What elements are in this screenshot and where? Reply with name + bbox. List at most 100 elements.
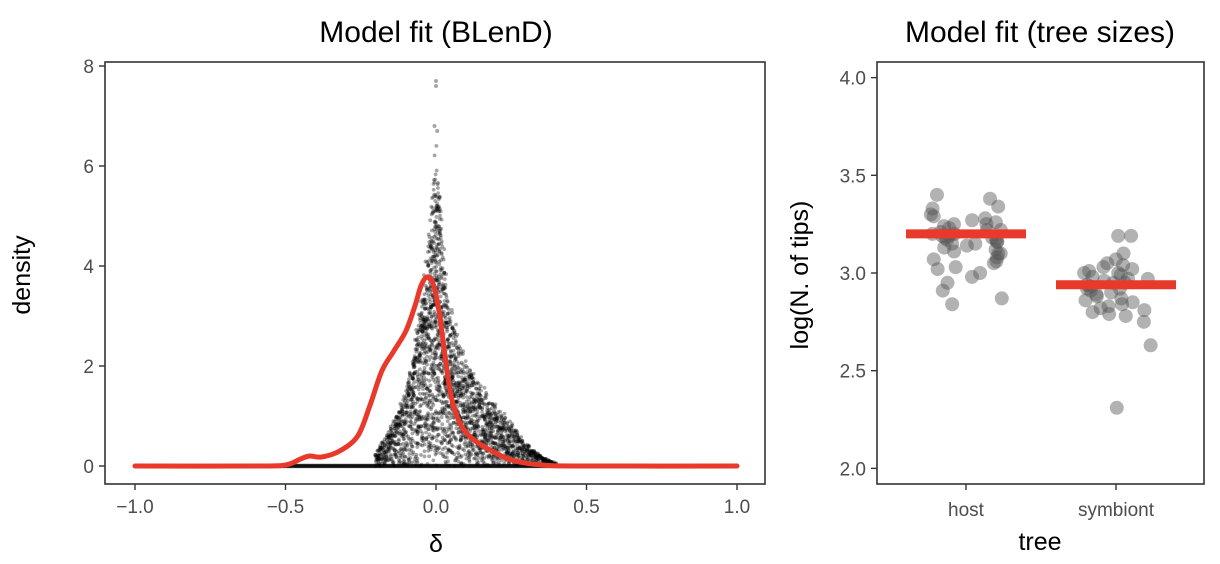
blend-fit-point xyxy=(395,422,400,427)
blend-fit-point xyxy=(477,401,482,406)
blend-fit-point xyxy=(408,411,413,416)
blend-fit-point xyxy=(440,287,445,292)
blend-fit-point xyxy=(418,396,423,401)
blend-fit-point xyxy=(528,453,533,458)
blend-fit-point xyxy=(507,451,512,456)
blend-fit-point xyxy=(425,323,430,327)
blend-fit-point xyxy=(466,372,470,376)
blend-fit-point xyxy=(422,302,426,307)
blend-fit-point xyxy=(480,454,485,459)
blend-fit-point xyxy=(455,391,459,396)
blend-fit-point xyxy=(397,423,402,428)
blend-fit-point xyxy=(451,420,456,425)
blend-fit-point xyxy=(429,424,433,429)
blend-fit-point xyxy=(439,217,444,222)
blend-fit-point xyxy=(451,378,456,383)
blend-fit-point xyxy=(421,436,425,441)
blend-fit-point xyxy=(438,246,442,251)
blend-fit-point xyxy=(421,326,426,331)
blend-fit-point xyxy=(429,325,434,330)
blend-fit-point xyxy=(501,442,506,447)
blend-fit-point xyxy=(540,456,544,461)
blend-fit-point xyxy=(425,362,429,367)
blend-fit-point xyxy=(452,352,457,357)
blend-fit-point xyxy=(395,417,400,422)
blend-fit-point xyxy=(450,341,454,345)
blend-fit-point xyxy=(460,404,465,409)
blend-fit-point xyxy=(456,350,461,355)
blend-fit-point xyxy=(388,440,393,445)
blend-fit-point xyxy=(402,401,407,406)
blend-fit-point xyxy=(476,387,481,392)
blend-fit-point xyxy=(490,458,495,463)
blend-fit-point xyxy=(386,433,391,437)
blend-fit-point xyxy=(430,375,435,379)
blend-fit-point xyxy=(427,297,432,301)
blend-fit-point xyxy=(431,187,436,192)
blend-fit-point xyxy=(415,400,420,404)
tree-size-point-host xyxy=(945,297,960,312)
blend-fit-point xyxy=(520,452,525,456)
blend-fit-point xyxy=(496,425,501,429)
blend-fit-point xyxy=(446,447,451,452)
blend-fit-point xyxy=(520,451,525,455)
blend-fit-point xyxy=(448,359,453,364)
blend-fit-point xyxy=(441,286,446,290)
blend-fit-point xyxy=(410,376,415,381)
blend-fit-point xyxy=(437,229,442,233)
blend-fit-point xyxy=(443,459,448,464)
blend-fit-point xyxy=(424,331,429,336)
blend-fit-point xyxy=(505,436,510,441)
blend-fit-point xyxy=(480,413,485,418)
blend-fit-point xyxy=(400,432,405,437)
blend-fit-point xyxy=(397,423,402,427)
tree-size-point-host xyxy=(964,269,979,284)
blend-fit-point xyxy=(503,446,508,451)
blend-fit-point xyxy=(504,433,509,437)
blend-fit-point xyxy=(426,232,431,237)
blend-fit-point xyxy=(484,439,489,444)
blend-fit-point xyxy=(425,401,430,405)
blend-fit-point xyxy=(516,439,520,444)
blend-fit-point xyxy=(426,286,430,291)
blend-fit-point xyxy=(418,327,423,332)
blend-fit-point xyxy=(453,391,458,396)
tree-size-x-axis: host symbiont xyxy=(948,484,1155,521)
blend-fit-point xyxy=(432,324,437,329)
blend-fit-point xyxy=(425,316,430,321)
blend-fit-point xyxy=(476,381,481,386)
blend-fit-point xyxy=(419,312,424,316)
blend-fit-point xyxy=(424,344,428,349)
blend-fit-point xyxy=(486,415,491,420)
blend-fit-point xyxy=(416,441,420,446)
blend-fit-point xyxy=(412,361,416,366)
blend-fit-point xyxy=(448,416,452,421)
blend-fit-point xyxy=(507,443,512,448)
blend-fit-point xyxy=(454,334,458,339)
blend-fit-point xyxy=(433,315,438,320)
blend-fit-point xyxy=(409,397,414,402)
blend-fit-point xyxy=(422,371,427,376)
blend-fit-point xyxy=(421,391,425,396)
blend-fit-point xyxy=(381,449,386,454)
blend-fit-point xyxy=(413,454,418,459)
blend-fit-point xyxy=(479,398,484,402)
blend-fit-point xyxy=(430,314,434,319)
blend-fit-point xyxy=(501,424,506,429)
tree-size-point-host xyxy=(993,246,1008,261)
blend-fit-point xyxy=(470,383,474,388)
blend-fit-point xyxy=(533,454,537,458)
blend-fit-point xyxy=(446,323,451,328)
blend-fit-point xyxy=(374,455,378,460)
blend-fit-point xyxy=(424,317,429,322)
blend-fit-point xyxy=(407,389,411,394)
blend-fit-point xyxy=(403,429,408,434)
blend-fit-point xyxy=(418,417,422,422)
blend-fit-point xyxy=(482,434,487,439)
blend-fit-point xyxy=(508,451,513,456)
blend-fit-point xyxy=(485,405,490,410)
blend-fit-point xyxy=(388,443,393,448)
blend-fit-point xyxy=(546,459,551,463)
blend-fit-point xyxy=(426,448,431,453)
tree-size-point-symbiont xyxy=(1143,338,1158,353)
